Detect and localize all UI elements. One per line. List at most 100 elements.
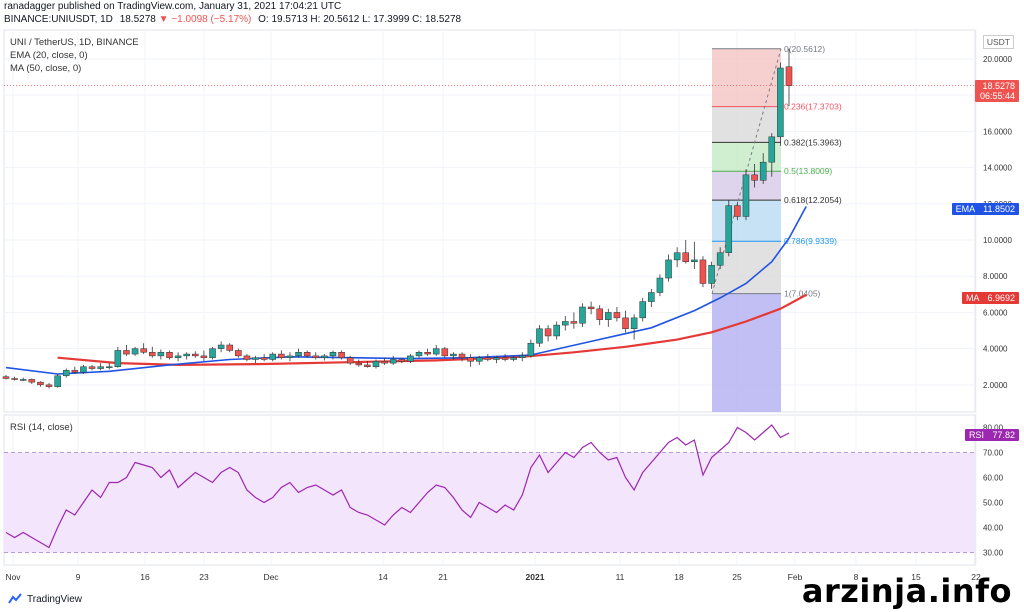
candle-body xyxy=(346,357,354,364)
rsi-tick-label: 30.00 xyxy=(983,549,1004,558)
candle-body xyxy=(2,376,10,379)
ema-tag: EMA 11.8502 xyxy=(951,203,1019,215)
candle-body xyxy=(149,352,156,357)
candle-body xyxy=(252,357,259,360)
rsi-tag-value: 77.82 xyxy=(992,430,1015,440)
candle-body xyxy=(630,317,638,329)
candle-body xyxy=(80,366,87,373)
x-tick-label: 21 xyxy=(438,572,448,582)
rsi-tick-label: 70.00 xyxy=(983,449,1004,458)
candle-body xyxy=(123,350,130,355)
candle-body xyxy=(19,379,27,381)
legend-ma: MA (50, close, 0) xyxy=(10,63,82,74)
candle-body xyxy=(329,352,337,357)
x-tick-label: 23 xyxy=(199,572,209,582)
candle-body xyxy=(295,352,302,357)
fib-level-label: 0.618(12.2054) xyxy=(784,195,842,205)
y-tick-label: 16.0000 xyxy=(983,127,1012,136)
price-tag-value: 18.5278 xyxy=(982,81,1015,91)
candle-body xyxy=(11,378,18,380)
ema-tag-label: EMA xyxy=(955,204,975,214)
ohlc-values: O: 19.5713 H: 20.5612 L: 17.3999 C: 18.5… xyxy=(258,14,462,25)
candle-body xyxy=(682,252,690,262)
rsi-tag-label: RSI xyxy=(968,430,984,440)
price-change: −1.0098 (−5.17%) xyxy=(171,14,252,25)
fib-band xyxy=(712,106,781,143)
candle-body xyxy=(759,161,767,181)
candle-body xyxy=(88,366,96,369)
x-tick-label: Feb xyxy=(788,572,803,582)
x-tick-label: 11 xyxy=(616,572,625,582)
symbol: BINANCE:UNIUSDT, 1D xyxy=(4,14,113,25)
fib-level-label: 0.5(13.8009) xyxy=(784,166,832,176)
candle-body xyxy=(493,357,500,360)
symbol-line: BINANCE:UNIUSDT, 1D 18.5278 ▼ −1.0098 (−… xyxy=(4,14,461,25)
candle-body xyxy=(97,366,104,369)
countdown: 06:55:44 xyxy=(979,91,1015,101)
ema20-line xyxy=(5,206,807,375)
candle-body xyxy=(45,384,53,387)
currency-button[interactable]: USDT xyxy=(982,35,1014,49)
candle-body xyxy=(140,348,147,353)
ema-tag-value: 11.8502 xyxy=(983,204,1015,214)
ma-tag-value: 6.9692 xyxy=(987,293,1015,303)
candle-body xyxy=(407,355,414,362)
rsi-tag: RSI 77.82 xyxy=(964,429,1019,441)
rsi-tick-label: 60.00 xyxy=(983,474,1004,483)
candle-body xyxy=(278,353,285,358)
candle-body xyxy=(71,370,79,373)
candle-body xyxy=(269,353,276,360)
candle-body xyxy=(570,321,578,324)
candle-body xyxy=(605,312,612,320)
candle-body xyxy=(381,361,388,364)
fib-level-label: 0.236(17.3703) xyxy=(784,102,842,112)
legend-title: UNI / TetherUS, 1D, BINANCE xyxy=(10,37,139,48)
candle-body xyxy=(372,361,380,367)
candle-body xyxy=(166,352,173,358)
candle-body xyxy=(484,357,492,360)
x-tick-label: 25 xyxy=(732,572,742,582)
candle-body xyxy=(415,352,423,357)
candle-body xyxy=(562,321,569,326)
candle-body xyxy=(691,259,698,262)
candle-body xyxy=(286,355,294,358)
rsi-band xyxy=(4,452,975,553)
candle-body xyxy=(226,344,233,351)
candle-body xyxy=(742,174,750,217)
price-tag: 18.5278 06:55:44 xyxy=(975,80,1019,102)
candle-body xyxy=(398,359,406,362)
fib-level-label: 0.786(9.9339) xyxy=(784,236,837,246)
candle-body xyxy=(579,306,586,324)
candle-body xyxy=(656,277,664,293)
x-tick-label: 16 xyxy=(140,572,150,582)
fib-level-label: 1(7.0405) xyxy=(784,289,821,299)
candle-body xyxy=(467,357,474,362)
x-tick-label: 18 xyxy=(674,572,684,582)
candle-body xyxy=(725,205,733,253)
candle-body xyxy=(553,324,560,337)
candle-body xyxy=(364,364,371,367)
candle-body xyxy=(777,67,784,138)
price-pane-frame xyxy=(3,29,976,413)
candle-body xyxy=(536,328,543,344)
x-tick-label: 15 xyxy=(911,572,921,582)
candle-body xyxy=(665,259,672,279)
ma-tag: MA 6.9692 xyxy=(961,292,1019,304)
candle-body xyxy=(432,348,440,355)
candle-body xyxy=(596,308,603,320)
ma-tag-label: MA xyxy=(965,293,979,303)
rsi-tick-label: 80.00 xyxy=(983,424,1004,433)
candle-body xyxy=(183,353,190,357)
candle-body xyxy=(648,292,655,302)
y-tick-label: 6.0000 xyxy=(983,308,1008,317)
candle-body xyxy=(28,379,36,383)
candle-body xyxy=(338,352,345,358)
tradingview-logo[interactable]: TradingView xyxy=(8,593,82,605)
candle-body xyxy=(475,357,483,362)
x-tick-label: Nov xyxy=(5,572,21,582)
candle-body xyxy=(424,352,431,355)
x-tick-label: 14 xyxy=(378,572,388,582)
publisher-line: ranadagger published on TradingView.com,… xyxy=(4,1,342,12)
candle-body xyxy=(785,66,793,86)
